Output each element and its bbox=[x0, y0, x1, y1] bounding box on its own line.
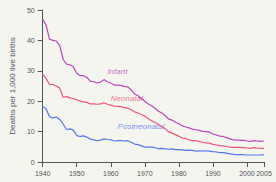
svg-text:30: 30 bbox=[27, 67, 35, 74]
svg-text:40: 40 bbox=[27, 37, 35, 44]
svg-text:0: 0 bbox=[31, 159, 35, 166]
svg-text:Postneonatal: Postneonatal bbox=[118, 122, 165, 131]
svg-text:Infant: Infant bbox=[107, 67, 128, 76]
svg-text:1940: 1940 bbox=[35, 170, 51, 177]
svg-text:1980: 1980 bbox=[171, 170, 187, 177]
svg-text:2005: 2005 bbox=[256, 170, 272, 177]
svg-text:1990: 1990 bbox=[205, 170, 221, 177]
svg-text:2000: 2000 bbox=[239, 170, 255, 177]
svg-text:1960: 1960 bbox=[103, 170, 119, 177]
svg-text:10: 10 bbox=[27, 128, 35, 135]
svg-text:20: 20 bbox=[27, 98, 35, 105]
svg-text:50: 50 bbox=[27, 7, 35, 14]
svg-text:1950: 1950 bbox=[69, 170, 85, 177]
svg-text:1970: 1970 bbox=[137, 170, 153, 177]
svg-text:Neonatal: Neonatal bbox=[110, 94, 143, 104]
svg-text:Deaths per 1,000 live births: Deaths per 1,000 live births bbox=[8, 37, 17, 134]
